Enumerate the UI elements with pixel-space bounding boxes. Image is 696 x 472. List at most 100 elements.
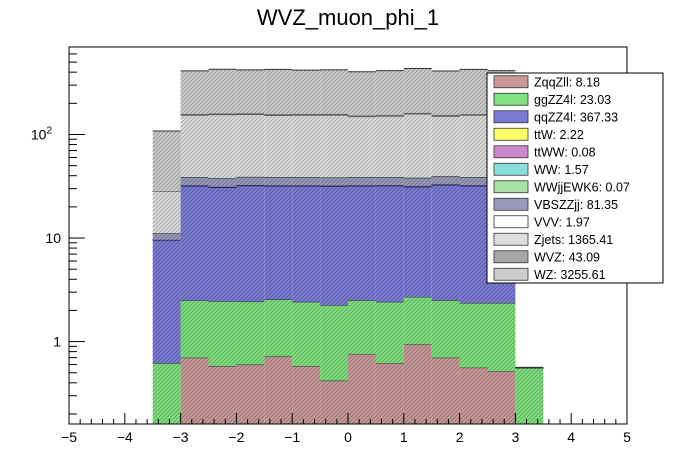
bar-zjets-bin-3 [236,114,265,177]
bar-zqqzll-bin-5 [292,366,321,424]
legend-swatch [493,127,529,141]
legend-label: WWjjEWK6: 0.07 [534,180,630,194]
bar-zjets-bin-4 [264,115,293,178]
bar-ggzz4l-bin-7 [348,300,376,354]
bar-wz-bin-5 [292,70,321,115]
x-tick-label: 1 [400,429,408,445]
legend-entry: ttW: 2.22 [493,127,584,142]
legend-entry: ZqqZll: 8.18 [493,75,600,89]
bar-vbszzjj-bin-6 [320,177,348,186]
bar-qqzz4l-bin-2 [208,187,237,302]
legend-swatch [493,215,529,229]
legend-label: ttWW: 0.08 [534,145,596,159]
legend-swatch [493,92,529,106]
bar-ggzz4l-bin-2 [208,301,237,367]
bar-vbszzjj-bin-4 [264,177,293,186]
bar-ggzz4l-bin-12 [487,302,516,371]
bar-qqzz4l-bin-0 [152,239,181,364]
bar-zjets-bin-10 [431,116,460,177]
bar-wz-bin-8 [375,70,404,116]
legend-entry: ggZZ4l: 23.03 [493,92,611,107]
x-tick-label: −1 [284,429,300,445]
x-tick-label: −4 [117,429,133,445]
bar-ggzz4l-bin-9 [403,296,432,345]
bar-zjets-bin-6 [320,114,348,178]
legend-swatch [493,145,529,159]
legend-label: qqZZ4l: 367.33 [534,110,618,124]
legend-label: WVZ: 43.09 [534,250,600,264]
legend-entry: qqZZ4l: 367.33 [493,110,618,124]
x-tick-label: 4 [567,429,575,445]
bar-zqqzll-bin-4 [264,356,293,424]
legend-entry: ttWW: 0.08 [493,145,596,159]
x-tick-label: 3 [512,429,520,445]
x-tick-label: −2 [228,429,244,445]
bar-wz-bin-1 [180,70,209,115]
bar-ggzz4l-bin-10 [431,300,460,358]
legend-label: VVV: 1.97 [534,215,590,229]
legend-label: ttW: 2.22 [534,128,584,142]
bar-vbszzjj-bin-8 [375,177,404,186]
bar-zqqzll-bin-1 [180,357,209,424]
bar-qqzz4l-bin-4 [264,185,293,300]
legend-entry: WWjjEWK6: 0.07 [493,180,630,194]
bar-ggzz4l-bin-5 [292,301,321,367]
bar-zqqzll-bin-2 [208,366,237,424]
bar-qqzz4l-bin-10 [431,184,460,301]
legend: ZqqZll: 8.18 ggZZ4l: 23.03 qqZZ4l: 367.33 t… [486,72,664,284]
legend-entry: Zjets: 1365.41 [493,232,613,247]
x-tick-label: 2 [456,429,464,445]
legend-entry: WW: 1.57 [493,162,589,177]
bar-ggzz4l-bin-6 [320,305,348,381]
stacked-bars [152,68,544,424]
bar-qqzz4l-bin-3 [236,185,265,302]
bar-zqqzll-bin-9 [403,344,432,424]
bar-vbszzjj-bin-10 [431,176,460,185]
legend-swatch [493,232,529,246]
chart-title: WVZ_muon_phi_1 [257,5,439,30]
legend-label: WZ: 3255.61 [534,268,606,282]
legend-entry: WVZ: 43.09 [493,250,600,264]
bar-wz-bin-6 [320,69,348,114]
bar-qqzz4l-bin-8 [375,185,404,302]
bar-vbszzjj-bin-1 [180,177,209,186]
legend-label: ZqqZll: 8.18 [534,75,600,89]
x-tick-label: 5 [623,429,631,445]
bar-zjets-bin-8 [375,116,404,177]
y-tick-label: 10 [45,230,61,246]
bar-qqzz4l-bin-7 [348,185,376,301]
bar-vbszzjj-bin-7 [348,177,376,186]
y-tick-label: 1 [53,334,61,350]
bar-qqzz4l-bin-9 [403,186,432,297]
legend-entry: WZ: 3255.61 [493,268,606,282]
legend-swatch [493,180,529,194]
bar-ggzz4l-bin-1 [180,300,209,358]
bar-qqzz4l-bin-5 [292,185,321,302]
bar-zjets-bin-5 [292,115,321,178]
bar-wz-bin-2 [208,69,237,114]
bar-ggzz4l-bin-8 [375,301,404,364]
bar-zjets-bin-7 [348,116,376,178]
legend-entry: VBSZZjj: 81.35 [493,197,618,212]
legend-swatch [493,75,529,89]
bar-wz-bin-9 [403,68,432,113]
legend-entry: VVV: 1.97 [493,215,590,229]
bar-vbszzjj-bin-0 [152,233,181,240]
bar-ggzz4l-bin-3 [236,301,265,365]
bar-wz-bin-11 [459,69,488,115]
legend-swatch [493,197,529,211]
bar-zqqzll-bin-6 [320,380,348,424]
legend-swatch [493,250,529,264]
legend-box [486,72,664,284]
legend-swatch [493,162,529,176]
bar-wz-bin-7 [348,71,376,116]
bar-wz-bin-10 [431,70,460,116]
axes: −5 −4 −3 −2 −1 0 1 2 3 4 5 1 10 102 [31,46,631,445]
bar-zqqzll-bin-12 [487,370,516,424]
legend-label: Zjets: 1365.41 [534,233,613,247]
bar-vbszzjj-bin-5 [292,177,321,186]
bar-zqqzll-bin-8 [375,363,404,424]
bar-qqzz4l-bin-6 [320,185,348,306]
bar-ggzz4l-bin-0 [152,363,181,424]
